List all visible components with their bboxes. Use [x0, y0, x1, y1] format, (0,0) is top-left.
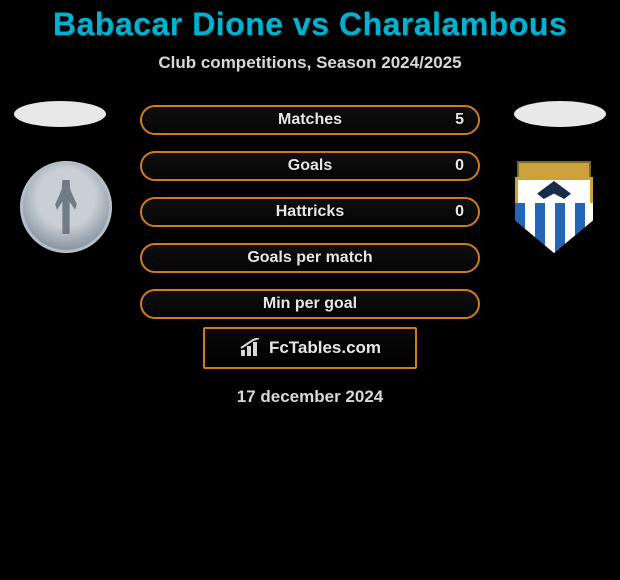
stat-label: Matches [278, 111, 342, 129]
stat-row: Goals per match [140, 243, 480, 273]
stats-list: Matches 5 Goals 0 Hattricks 0 Goals per … [140, 105, 480, 335]
brand-text: FcTables.com [269, 338, 381, 358]
club-badge-right [508, 161, 600, 253]
date-label: 17 december 2024 [0, 387, 620, 407]
stat-value: 0 [455, 203, 464, 221]
stat-label: Hattricks [276, 203, 344, 221]
bar-chart-icon [239, 338, 265, 358]
player-photo-placeholder-left [14, 101, 106, 127]
page-subtitle: Club competitions, Season 2024/2025 [0, 53, 620, 73]
stat-row: Matches 5 [140, 105, 480, 135]
stat-label: Min per goal [263, 295, 357, 313]
club-badge-left [20, 161, 112, 253]
stat-value: 5 [455, 111, 464, 129]
shield-icon [513, 161, 595, 253]
stat-label: Goals [288, 157, 332, 175]
stat-row: Goals 0 [140, 151, 480, 181]
figure-icon [48, 180, 84, 234]
comparison-panel: Matches 5 Goals 0 Hattricks 0 Goals per … [0, 101, 620, 321]
player-photo-placeholder-right [514, 101, 606, 127]
stat-value: 0 [455, 157, 464, 175]
stat-row: Hattricks 0 [140, 197, 480, 227]
stat-row: Min per goal [140, 289, 480, 319]
stat-label: Goals per match [247, 249, 372, 267]
page-title: Babacar Dione vs Charalambous [0, 0, 620, 43]
